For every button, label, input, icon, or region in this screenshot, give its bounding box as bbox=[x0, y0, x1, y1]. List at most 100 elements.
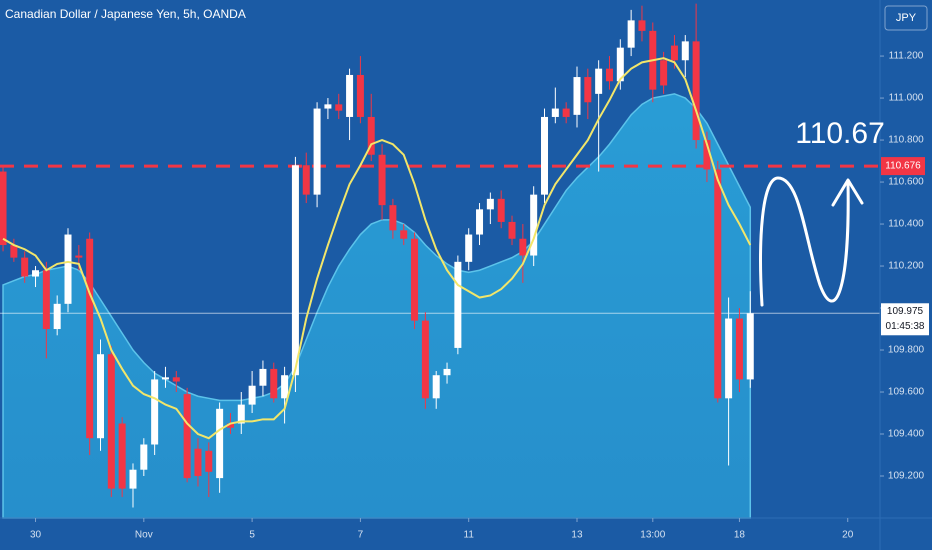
candle-body bbox=[530, 194, 538, 256]
candle-body bbox=[725, 318, 733, 399]
candle-body bbox=[248, 385, 256, 405]
candle-body bbox=[335, 104, 343, 111]
candle-body bbox=[172, 377, 180, 382]
hand-drawn-arrow bbox=[759, 176, 850, 307]
candle-body bbox=[226, 423, 234, 428]
candle-body bbox=[584, 77, 592, 103]
candle-body bbox=[21, 257, 29, 277]
candle-body bbox=[367, 116, 375, 155]
candle-body bbox=[151, 379, 159, 445]
last-price-box bbox=[881, 303, 929, 336]
x-tick-label: 13 bbox=[571, 530, 583, 541]
candle-body bbox=[140, 444, 148, 470]
candle-body bbox=[497, 198, 505, 222]
plot-area bbox=[0, 3, 880, 519]
candle-body bbox=[237, 404, 245, 424]
candle-body bbox=[692, 41, 700, 141]
candle-body bbox=[0, 171, 7, 246]
candle-body bbox=[595, 68, 603, 94]
x-tick-label: 20 bbox=[842, 530, 854, 541]
candle-body bbox=[281, 375, 289, 399]
arrow-head bbox=[831, 178, 864, 207]
candle-body bbox=[432, 375, 440, 399]
candle-body bbox=[259, 368, 267, 386]
candle-body bbox=[96, 354, 104, 439]
candle-body bbox=[660, 60, 668, 86]
candle-body bbox=[118, 423, 126, 489]
candle-body bbox=[291, 165, 299, 376]
last-price-label: 109.975 bbox=[887, 306, 924, 317]
candle-body bbox=[356, 74, 364, 117]
candle-body bbox=[476, 209, 484, 235]
y-tick-label: 111.200 bbox=[889, 51, 924, 62]
y-tick-label: 110.600 bbox=[888, 177, 924, 188]
x-tick-label: 18 bbox=[734, 530, 746, 541]
candle-body bbox=[86, 238, 94, 439]
candle-body bbox=[454, 261, 462, 348]
candle-body bbox=[627, 20, 635, 48]
candle-body bbox=[32, 270, 40, 277]
x-tick-label: 7 bbox=[358, 530, 364, 541]
candle-body bbox=[616, 47, 624, 82]
y-tick-label: 109.800 bbox=[888, 345, 925, 356]
candle-body bbox=[107, 354, 115, 489]
x-tick-label: 30 bbox=[30, 530, 42, 541]
y-tick-label: 110.800 bbox=[888, 135, 924, 146]
y-tick-label: 110.400 bbox=[888, 219, 924, 230]
currency-button-label[interactable]: JPY bbox=[896, 12, 917, 24]
candle-body bbox=[129, 469, 137, 489]
annotation: 110.67 bbox=[795, 117, 885, 150]
x-tick-label: Nov bbox=[135, 530, 153, 541]
candle-body bbox=[519, 238, 527, 256]
candle-body bbox=[183, 394, 191, 479]
candle-body bbox=[324, 104, 332, 109]
candle-body bbox=[670, 45, 678, 61]
ma-line bbox=[2, 57, 752, 440]
y-tick-label: 110.200 bbox=[888, 261, 924, 272]
candle-body bbox=[216, 408, 224, 479]
candle-body bbox=[205, 450, 213, 472]
candle-body bbox=[638, 20, 646, 31]
candle-body bbox=[551, 108, 559, 117]
candle-body bbox=[681, 41, 689, 61]
candle-body bbox=[573, 77, 581, 115]
candle-body bbox=[400, 230, 408, 239]
y-tick-label: 109.400 bbox=[888, 429, 925, 440]
candle-body bbox=[714, 169, 722, 399]
candle-body bbox=[605, 68, 613, 82]
candle-body bbox=[562, 108, 570, 117]
currency-button[interactable] bbox=[884, 5, 928, 31]
candle-body bbox=[53, 303, 61, 330]
candle-body bbox=[541, 116, 549, 195]
candle-body bbox=[42, 270, 50, 330]
candle-body bbox=[389, 205, 397, 231]
candle-body bbox=[421, 320, 429, 399]
x-tick-label: 5 bbox=[249, 530, 255, 541]
candle-body bbox=[302, 165, 310, 195]
candle-body bbox=[10, 245, 18, 258]
candle-body bbox=[443, 368, 451, 376]
candle-body bbox=[378, 154, 386, 206]
candle-body bbox=[735, 318, 743, 380]
x-tick-label: 13:00 bbox=[640, 530, 665, 541]
candle-body bbox=[486, 198, 494, 210]
level-label: 110.676 bbox=[885, 161, 921, 172]
candle-body bbox=[703, 140, 711, 170]
chart-title: Canadian Dollar / Japanese Yen, 5h, OAND… bbox=[5, 7, 246, 21]
candle-body bbox=[746, 313, 754, 380]
candle-body bbox=[508, 221, 516, 239]
candle-body bbox=[411, 238, 419, 321]
candle-body bbox=[465, 234, 473, 262]
candle-body bbox=[270, 368, 278, 399]
y-tick-label: 109.200 bbox=[888, 471, 925, 482]
y-tick-label: 111.000 bbox=[889, 93, 924, 104]
y-tick-label: 109.600 bbox=[888, 387, 925, 398]
level-label-box bbox=[881, 157, 925, 176]
candle-body bbox=[194, 448, 202, 477]
candle-body bbox=[64, 234, 72, 304]
candle-body bbox=[313, 108, 321, 195]
countdown-label: 01:45:38 bbox=[886, 321, 925, 332]
x-tick-label: 11 bbox=[464, 530, 475, 541]
candle-body bbox=[161, 377, 169, 380]
